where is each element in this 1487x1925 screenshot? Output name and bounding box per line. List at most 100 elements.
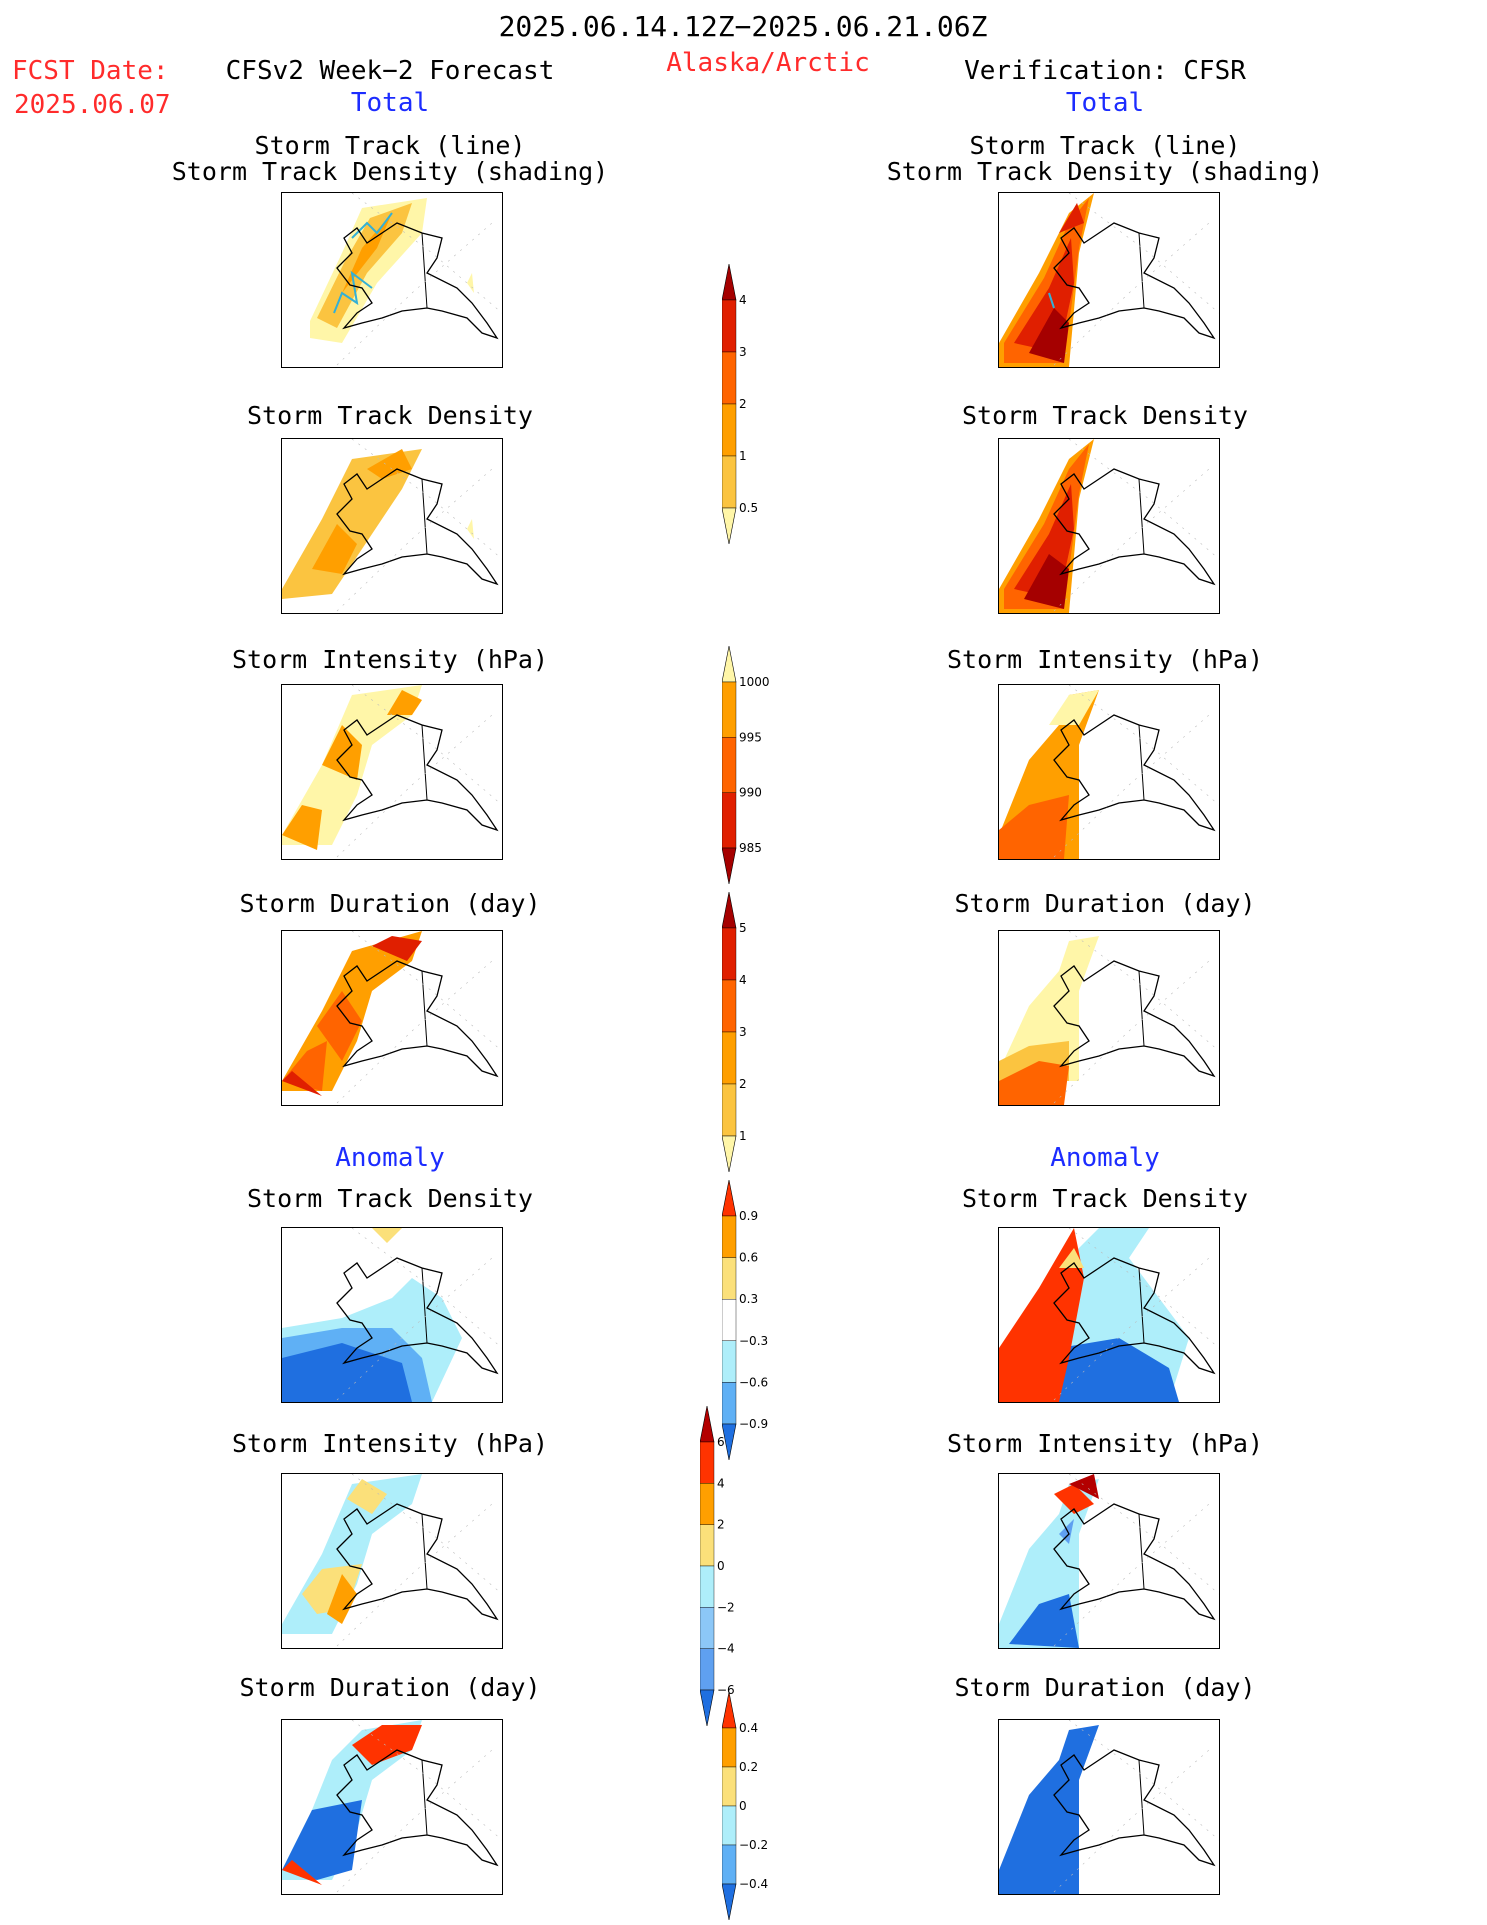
border-line	[421, 724, 428, 801]
colorbar-anom-intensity: 6 4 2 0 −2 −4 −6	[700, 1406, 780, 1726]
colorbar-segment	[722, 1298, 737, 1341]
graticule	[1053, 1474, 1219, 1647]
graticule	[1053, 1720, 1219, 1893]
graticule	[336, 1474, 502, 1647]
map-svg	[282, 1720, 502, 1893]
border-line	[421, 232, 428, 309]
map-forecast-anom-duration	[281, 1719, 503, 1895]
map-svg	[999, 1720, 1219, 1894]
left-track-shading-title: Storm Track Density (shading)	[171, 157, 609, 186]
colorbar-tick-label: 2	[717, 1518, 725, 1532]
border-line	[1138, 1513, 1145, 1590]
coastline	[1053, 222, 1216, 340]
border-line	[1138, 970, 1145, 1047]
colorbar-anom-duration: 0.4 0.2 0 −0.2 −0.4	[722, 1692, 802, 1920]
colorbar-segment	[722, 351, 737, 405]
colorbar-tick-label: 0.4	[739, 1721, 758, 1735]
colorbar-bottom-arrow	[700, 1689, 715, 1726]
map-verification-anom-intensity	[998, 1473, 1220, 1649]
coastline	[336, 1749, 499, 1867]
fcst-date-value: 2025.06.07	[14, 90, 171, 120]
right-duration-title: Storm Duration (day)	[954, 889, 1256, 918]
colorbar-tick-label: 4	[739, 973, 747, 987]
graticule	[336, 439, 502, 612]
left-total-label: Total	[350, 88, 430, 118]
colorbar-segment	[722, 1805, 737, 1846]
border-line	[421, 1267, 428, 1344]
graticule	[336, 931, 502, 1104]
right-column-title: Verification: CFSR	[964, 56, 1246, 86]
colorbar-segment	[722, 1340, 737, 1383]
colorbar-segment	[722, 1844, 737, 1885]
colorbar-segment	[722, 403, 737, 457]
colorbar-segment	[722, 1727, 737, 1768]
colorbar-segment	[722, 1766, 737, 1807]
colorbar-tick-label: 0.9	[739, 1209, 758, 1223]
map-verification-density	[998, 438, 1220, 614]
colorbar-tick-label: 0	[717, 1559, 725, 1573]
left-anom-density-title: Storm Track Density	[247, 1184, 533, 1213]
coastline	[1053, 960, 1216, 1078]
colorbar-svg: 0.4 0.2 0 −0.2 −0.4	[722, 1692, 768, 1920]
colorbar-tick-label: 0	[739, 1799, 747, 1813]
graticule	[336, 1720, 502, 1893]
coastline	[1053, 714, 1216, 832]
coastline	[1053, 468, 1216, 586]
colorbar-segment	[700, 1648, 715, 1691]
colorbar-top-arrow	[722, 264, 737, 301]
map-verification-track	[998, 192, 1220, 368]
coastline	[336, 714, 499, 832]
left-duration-title: Storm Duration (day)	[239, 889, 541, 918]
right-track-shading-title: Storm Track Density (shading)	[886, 157, 1324, 186]
colorbar-top-arrow	[722, 1692, 737, 1729]
left-density-title: Storm Track Density	[247, 401, 533, 430]
map-svg	[282, 685, 502, 858]
map-svg	[310, 193, 502, 366]
border-line	[1138, 232, 1145, 309]
colorbar-bottom-arrow	[722, 1423, 737, 1460]
right-track-line-title: Storm Track (line)	[969, 131, 1241, 160]
colorbar-tick-label: −2	[717, 1600, 735, 1614]
colorbar-tick-label: 2	[739, 397, 747, 411]
colorbar-segment	[722, 1031, 737, 1085]
colorbar-tick-label: 1	[739, 449, 747, 463]
colorbar-tick-label: 5	[739, 921, 747, 935]
left-track-line-title: Storm Track (line)	[254, 131, 526, 160]
colorbar-tick-label: 4	[717, 1476, 725, 1490]
border-line	[421, 1759, 428, 1836]
right-anom-intensity-title: Storm Intensity (hPa)	[946, 1429, 1264, 1458]
colorbar-tick-label: 1	[739, 1129, 747, 1143]
map-forecast-intensity	[281, 684, 503, 860]
fcst-date-label: FCST Date:	[12, 56, 169, 86]
colorbar-bottom-arrow	[722, 1883, 737, 1920]
graticule	[336, 193, 502, 366]
left-column-title: CFSv2 Week−2 Forecast	[225, 56, 555, 86]
colorbar-segment	[722, 299, 737, 353]
border-line	[1138, 1759, 1145, 1836]
colorbar-segment	[700, 1483, 715, 1525]
colorbar-bottom-arrow	[722, 847, 737, 884]
colorbar-segment	[700, 1565, 715, 1608]
graticule	[1053, 685, 1219, 858]
colorbar-bottom-arrow	[722, 1135, 737, 1172]
map-svg	[999, 439, 1219, 613]
map-verification-anom-density	[998, 1227, 1220, 1403]
left-anom-duration-title: Storm Duration (day)	[239, 1673, 541, 1702]
map-svg	[282, 439, 502, 612]
colorbar-segment	[722, 979, 737, 1033]
colorbar-tick-label: −4	[717, 1642, 735, 1656]
coastline	[336, 222, 499, 340]
colorbar-tick-label: 0.5	[739, 501, 758, 515]
graticule	[1053, 193, 1219, 366]
right-anom-density-title: Storm Track Density	[962, 1184, 1248, 1213]
colorbar-segment	[722, 681, 737, 738]
coastline	[336, 1257, 499, 1375]
left-intensity-title: Storm Intensity (hPa)	[231, 645, 549, 674]
coastline	[1053, 1503, 1216, 1621]
colorbar-tick-label: −0.3	[739, 1334, 768, 1348]
map-forecast-duration	[281, 930, 503, 1106]
colorbar-tick-label: 0.2	[739, 1760, 758, 1774]
